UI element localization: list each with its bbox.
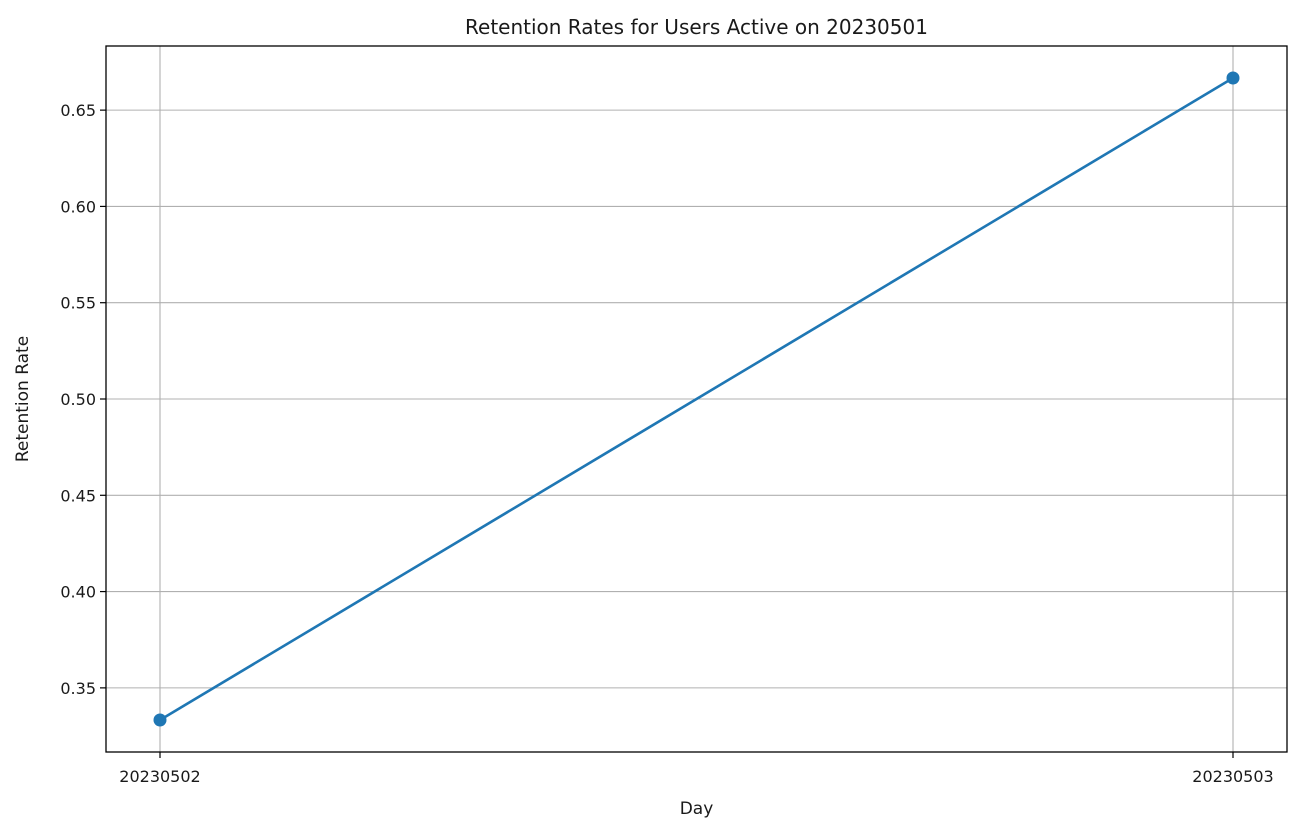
series-layer [153, 71, 1240, 727]
y-tick-label: 0.45 [60, 486, 96, 505]
chart-title: Retention Rates for Users Active on 2023… [465, 15, 928, 39]
y-tick-label: 0.60 [60, 197, 96, 216]
y-tick-label: 0.50 [60, 390, 96, 409]
data-point [1226, 71, 1240, 85]
y-tick-label: 0.40 [60, 583, 96, 602]
x-axis-ticks: 20230502 20230503 [119, 752, 1274, 786]
grid-lines [106, 46, 1287, 752]
data-point [153, 713, 167, 727]
y-axis-ticks: 0.35 0.40 0.45 0.50 0.55 0.60 0.65 [60, 101, 106, 698]
x-tick-label: 20230503 [1192, 767, 1273, 786]
y-tick-label: 0.55 [60, 294, 96, 313]
x-tick-label: 20230502 [119, 767, 200, 786]
y-axis-label: Retention Rate [13, 336, 33, 462]
series-line [159, 76, 1234, 722]
y-tick-label: 0.35 [60, 679, 96, 698]
y-tick-label: 0.65 [60, 101, 96, 120]
x-axis-label: Day [680, 799, 714, 819]
